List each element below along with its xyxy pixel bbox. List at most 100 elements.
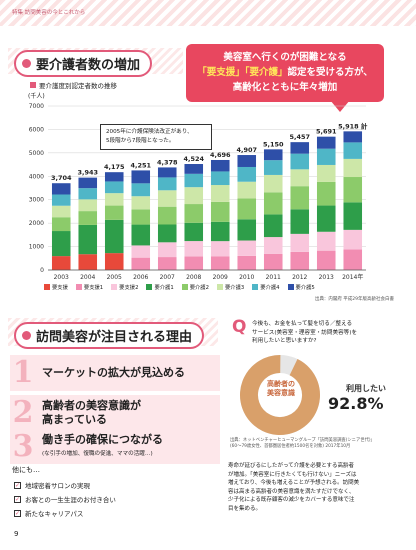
donut-value-label: 利用したい [346, 384, 386, 393]
bar-segment-要介護4 [184, 173, 204, 188]
donut-source-line1: 出典：ネットベンチャーヒューマングループ「訪問美容調査(シニア世代)」 [230, 438, 375, 443]
checkbox-icon: ✓ [14, 509, 21, 517]
total-label: 5,918 計 [338, 121, 368, 130]
note-line1: 2005年に介護保険法改正があり、 [106, 129, 193, 135]
bar-segment-要介護1 [51, 231, 71, 257]
bar-segment-要介護5 [78, 177, 98, 189]
reason-number: 3 [12, 429, 34, 464]
bar-segment-要介護2 [316, 181, 336, 206]
bar-segment-要介護2 [290, 186, 310, 210]
check-item-3: ✓ 新たなキャリアパス [14, 508, 83, 518]
reason-sub: (な引手の増加、復職の促進、ママの活躍…) [42, 451, 153, 457]
bar-segment-要介護4 [290, 153, 310, 170]
bar-segment-要介護2 [263, 192, 283, 215]
bar-segment-要支援2 [290, 233, 310, 252]
legend-label: 要支援 [52, 285, 68, 291]
legend-label: 要介護3 [224, 285, 245, 291]
bar-segment-要介護5 [210, 159, 230, 172]
question-text: 今後も、お金を払って髪を切る／整える サービス(美容室・理容室・訪問美容等)を … [232, 320, 412, 346]
x-tick-label: 2008 [186, 274, 201, 281]
bar-segment-要支援1 [237, 255, 257, 270]
donut-source-line2: (60〜79歳女性、首都圏居住者約1500名を対象) 2017年10月 [230, 444, 351, 449]
bar-segment-要介護3 [263, 174, 283, 193]
section2-title-text: 訪問美容が注目される理由 [36, 330, 193, 345]
donut-center-line2: 美容意識 [267, 389, 295, 397]
note-box: 2005年に介護保険法改正があり、 5段階から7段階となった。 [100, 124, 212, 150]
reason-line1: 働き手の確保につながる [42, 433, 163, 446]
bar-segment-要介護4 [237, 166, 257, 182]
bar-segment-要介護5 [157, 167, 177, 178]
legend-label: 要支援2 [119, 285, 139, 291]
donut-main-slice [240, 355, 320, 435]
x-tick-label: 2007 [160, 274, 175, 281]
bar-segment-要支援1 [210, 256, 230, 270]
x-tick-label: 2011 [266, 274, 281, 281]
section1-pill: 要介護者数の増加 [14, 50, 153, 77]
callout-line2-post: 認定を受ける方が、 [287, 67, 373, 78]
check-label: お客との一生生涯のお付き合い [25, 496, 116, 504]
section1-title-text: 要介護者数の増加 [36, 58, 141, 73]
legend-item: 要介護2 [181, 283, 209, 291]
bar-segment-要介護1 [131, 224, 151, 246]
reason-text: マーケットの拡大が見込める [36, 366, 185, 380]
legend-swatch [44, 284, 50, 290]
chart-subtitle: 要介護度別認定者数の推移 [30, 80, 117, 90]
bar-segment-要支援2 [237, 240, 257, 256]
bar-segment-要介護1 [210, 221, 230, 242]
x-tick-label: 2004 [80, 274, 95, 281]
checkbox-icon: ✓ [14, 495, 21, 503]
bar-segment-要介護3 [104, 193, 124, 206]
bar-segment-要支援2 [184, 241, 204, 257]
callout-line1: 美容室へ行くのが困難となる [223, 52, 347, 63]
x-tick-label: 2005 [107, 274, 122, 281]
legend-swatch [111, 284, 118, 290]
bar-segment-要介護2 [237, 198, 257, 220]
legend-item: 要支援 [44, 283, 68, 291]
callout-line3: 高齢化とともに年々増加 [232, 82, 338, 93]
header-text: 特集 訪問美容の今とこれから [12, 10, 86, 16]
donut-source: 出典：ネットベンチャーヒューマングループ「訪問美容調査(シニア世代)」 (60〜… [230, 438, 410, 450]
total-label: 5,691 [316, 128, 337, 136]
check-label: 地域密着サロンの実現 [25, 482, 90, 490]
note-line2: 5段階から7段階となった。 [106, 138, 175, 144]
bar-segment-要介護2 [210, 201, 230, 222]
legend-swatch [216, 284, 223, 290]
chart-source: 出典：内閣府 平成29年版高齢社会白書 [314, 297, 394, 302]
body-text: 寿命が延びるにしたがって介護を必要とする高齢者 が増加。「美容室に行きたくても行け… [228, 462, 408, 513]
x-tick-label: 2012 [292, 274, 307, 281]
check-item-2: ✓ お客との一生生涯のお付き合い [14, 494, 116, 504]
bar-segment-要介護4 [131, 183, 151, 197]
bar-segment-要介護3 [237, 181, 257, 199]
bar-segment-要介護3 [184, 187, 204, 205]
question-line3: 利用したいと思いますか? [252, 338, 317, 344]
bar-segment-要介護4 [104, 181, 124, 194]
legend-item: 要支援2 [111, 283, 138, 291]
body-text-line: 寿命が延びるにしたがって介護を必要とする高齢者 [228, 463, 355, 469]
legend-label: 要介護1 [154, 285, 174, 291]
bar-segment-要介護3 [343, 158, 363, 178]
total-label: 4,696 [210, 151, 231, 159]
bar-segment-要介護5 [51, 183, 71, 195]
bar-segment-要介護1 [78, 224, 98, 255]
body-text-line: 目を集める。 [228, 505, 262, 512]
bar-segment-要介護1 [104, 219, 124, 254]
bar-segment-要支援 [78, 254, 98, 270]
bar-segment-要支援1 [290, 251, 310, 270]
y-tick-label: 0 [40, 267, 44, 274]
legend-label: 要介護5 [295, 285, 315, 291]
total-label: 4,378 [157, 158, 178, 166]
legend-swatch [75, 284, 82, 290]
bar-segment-要介護5 [184, 164, 204, 174]
legend-label: 要介護2 [189, 285, 209, 291]
legend-label: 要介護4 [260, 285, 280, 291]
bar-segment-要介護5 [290, 142, 310, 154]
y-tick-label: 6000 [29, 126, 44, 133]
section2-pill: 訪問美容が注目される理由 [14, 322, 205, 349]
bar-segment-要介護4 [51, 194, 71, 206]
legend-label: 要支援1 [83, 285, 104, 291]
bar-segment-要介護4 [263, 160, 283, 175]
reason-line1: マーケットの拡大が見込める [42, 366, 185, 379]
bar-segment-要支援 [104, 253, 124, 270]
x-tick-label: 2013 [319, 274, 334, 281]
bar-segment-要介護3 [157, 190, 177, 207]
